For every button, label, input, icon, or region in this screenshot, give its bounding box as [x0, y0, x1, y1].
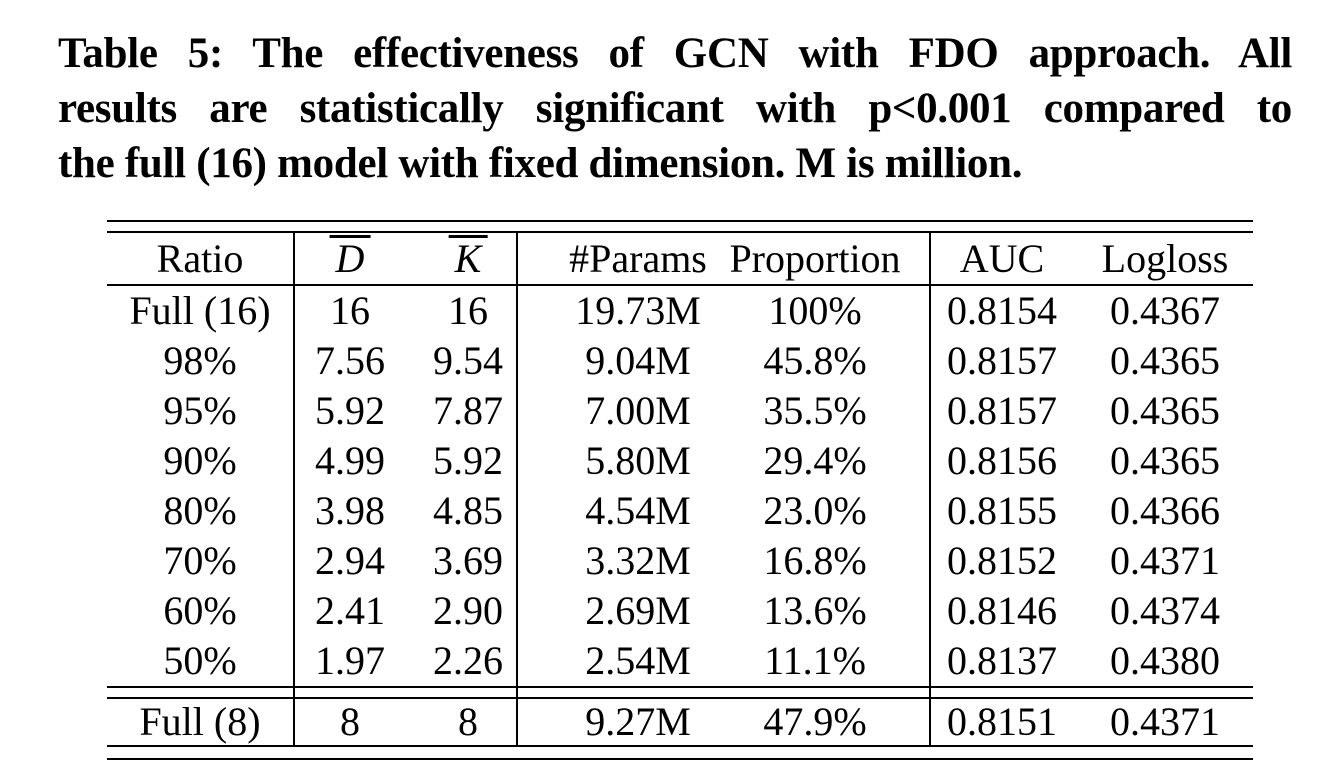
cell-logloss: 0.4374 — [1110, 588, 1220, 633]
cell-k: 2.90 — [433, 588, 503, 633]
table-row-50pct: 50% 1.97 2.26 2.54M 11.1% 0.8137 0.4380 — [107, 636, 1253, 686]
cell-proportion: 29.4% — [763, 438, 867, 483]
cell-auc: 0.8154 — [947, 288, 1057, 333]
cell-ratio: 50% — [163, 638, 237, 683]
table-caption: Table 5: The effectiveness of GCN with F… — [58, 26, 1292, 191]
col-header-params: #Params — [569, 236, 707, 281]
cell-k: 16 — [448, 288, 488, 333]
col-header-k-bar: K — [448, 233, 488, 284]
bottom-rule-1 — [107, 745, 1253, 747]
cell-auc: 0.8137 — [947, 638, 1057, 683]
cell-auc: 0.8146 — [947, 588, 1057, 633]
cell-logloss: 0.4380 — [1110, 638, 1220, 683]
cell-ratio: Full (16) — [129, 288, 271, 333]
cell-ratio: 60% — [163, 588, 237, 633]
cell-k: 4.85 — [433, 488, 503, 533]
col-header-d-bar: D — [329, 233, 371, 284]
table-row-98pct: 98% 7.56 9.54 9.04M 45.8% 0.8157 0.4365 — [107, 336, 1253, 386]
cell-logloss: 0.4365 — [1110, 388, 1220, 433]
cell-ratio: 70% — [163, 538, 237, 583]
cell-params: 2.69M — [585, 588, 691, 633]
col-header-ratio: Ratio — [156, 236, 244, 281]
cell-d: 8 — [340, 699, 360, 744]
column-divider-2 — [516, 232, 518, 747]
cell-params: 2.54M — [585, 638, 691, 683]
cell-logloss: 0.4365 — [1110, 338, 1220, 383]
results-table: Ratio D K #Params Proportion AUC Logloss… — [107, 220, 1253, 762]
table-row-80pct: 80% 3.98 4.85 4.54M 23.0% 0.8155 0.4366 — [107, 486, 1253, 536]
cell-params: 7.00M — [585, 388, 691, 433]
top-rule-2 — [107, 231, 1253, 233]
cell-proportion: 11.1% — [764, 638, 866, 683]
cell-ratio: 80% — [163, 488, 237, 533]
cell-auc: 0.8156 — [947, 438, 1057, 483]
cell-d: 2.94 — [315, 538, 385, 583]
cell-ratio: 90% — [163, 438, 237, 483]
cell-k: 5.92 — [433, 438, 503, 483]
cell-proportion: 47.9% — [763, 699, 867, 744]
cell-ratio: Full (8) — [139, 699, 261, 744]
cell-k: 7.87 — [433, 388, 503, 433]
cell-auc: 0.8151 — [947, 699, 1057, 744]
cell-auc: 0.8152 — [947, 538, 1057, 583]
cell-d: 5.92 — [315, 388, 385, 433]
col-header-logloss: Logloss — [1101, 236, 1229, 281]
table-row-95pct: 95% 5.92 7.87 7.00M 35.5% 0.8157 0.4365 — [107, 386, 1253, 436]
cell-proportion: 45.8% — [763, 338, 867, 383]
cell-proportion: 13.6% — [763, 588, 867, 633]
cell-auc: 0.8155 — [947, 488, 1057, 533]
d-bar-symbol: D — [329, 235, 371, 279]
cell-d: 1.97 — [315, 638, 385, 683]
cell-params: 5.80M — [585, 438, 691, 483]
header-rule — [107, 284, 1253, 286]
table-row-70pct: 70% 2.94 3.69 3.32M 16.8% 0.8152 0.4371 — [107, 536, 1253, 586]
cell-proportion: 100% — [768, 288, 862, 333]
cell-d: 7.56 — [315, 338, 385, 383]
caption-line-3: the full (16) model with fixed dimension… — [58, 140, 1023, 187]
mid-rule-2 — [107, 697, 1253, 699]
cell-proportion: 23.0% — [763, 488, 867, 533]
cell-params: 19.73M — [575, 288, 701, 333]
k-bar-symbol: K — [448, 235, 488, 279]
cell-d: 16 — [330, 288, 370, 333]
col-header-auc: AUC — [959, 236, 1045, 281]
cell-proportion: 35.5% — [763, 388, 867, 433]
cell-ratio: 95% — [163, 388, 237, 433]
cell-auc: 0.8157 — [947, 338, 1057, 383]
cell-proportion: 16.8% — [763, 538, 867, 583]
cell-ratio: 98% — [163, 338, 237, 383]
cell-k: 3.69 — [433, 538, 503, 583]
bottom-rule-2 — [107, 758, 1253, 760]
cell-params: 4.54M — [585, 488, 691, 533]
cell-k: 9.54 — [433, 338, 503, 383]
cell-d: 4.99 — [315, 438, 385, 483]
cell-logloss: 0.4371 — [1110, 699, 1220, 744]
col-header-proportion: Proportion — [729, 236, 901, 281]
cell-k: 8 — [458, 699, 478, 744]
table-row-60pct: 60% 2.41 2.90 2.69M 13.6% 0.8146 0.4374 — [107, 586, 1253, 636]
column-divider-3 — [929, 232, 931, 747]
mid-rule-1 — [107, 686, 1253, 688]
cell-logloss: 0.4366 — [1110, 488, 1220, 533]
cell-auc: 0.8157 — [947, 388, 1057, 433]
cell-d: 3.98 — [315, 488, 385, 533]
cell-params: 9.04M — [585, 338, 691, 383]
caption-line-1: Table 5: The effectiveness of GCN with F… — [58, 30, 1292, 77]
table-row-90pct: 90% 4.99 5.92 5.80M 29.4% 0.8156 0.4365 — [107, 436, 1253, 486]
cell-logloss: 0.4365 — [1110, 438, 1220, 483]
header-row: Ratio D K #Params Proportion AUC Logloss — [107, 233, 1253, 284]
cell-d: 2.41 — [315, 588, 385, 633]
column-divider-1 — [293, 232, 295, 747]
cell-params: 9.27M — [585, 699, 691, 744]
cell-logloss: 0.4371 — [1110, 538, 1220, 583]
caption-line-2: results are statistically significant wi… — [58, 85, 1292, 132]
table-row-full-16: Full (16) 16 16 19.73M 100% 0.8154 0.436… — [107, 286, 1253, 336]
cell-k: 2.26 — [433, 638, 503, 683]
table-row-full-8: Full (8) 8 8 9.27M 47.9% 0.8151 0.4371 — [107, 699, 1253, 745]
cell-logloss: 0.4367 — [1110, 288, 1220, 333]
top-rule-1 — [107, 220, 1253, 222]
cell-params: 3.32M — [585, 538, 691, 583]
